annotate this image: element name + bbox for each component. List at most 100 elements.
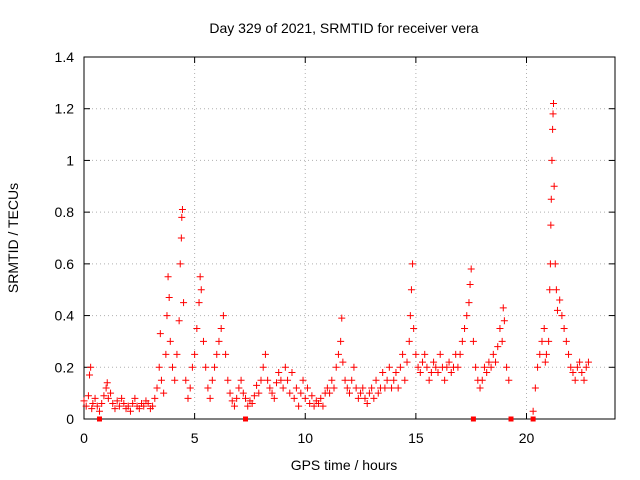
chart-title: Day 329 of 2021, SRMTID for receiver ver… xyxy=(209,20,478,36)
data-point xyxy=(255,389,263,397)
data-point xyxy=(551,260,559,268)
data-point xyxy=(416,368,424,376)
data-point xyxy=(338,314,346,322)
data-point xyxy=(531,384,539,392)
data-point xyxy=(151,394,159,402)
data-point xyxy=(423,363,431,371)
data-point xyxy=(120,399,128,407)
data-point xyxy=(529,407,537,415)
data-point xyxy=(410,325,418,332)
data-point xyxy=(354,394,362,402)
data-point xyxy=(503,363,511,371)
data-point xyxy=(288,368,296,376)
data-point xyxy=(272,379,280,387)
data-point xyxy=(176,260,184,268)
data-point xyxy=(480,363,488,371)
data-point xyxy=(102,384,110,392)
data-point xyxy=(425,376,433,384)
data-point xyxy=(160,389,168,397)
data-point xyxy=(155,363,163,371)
data-point xyxy=(332,363,340,371)
data-point xyxy=(552,286,560,294)
data-point xyxy=(361,394,369,402)
data-point xyxy=(310,402,318,410)
data-point xyxy=(542,350,550,358)
data-point xyxy=(536,350,544,358)
data-point xyxy=(549,100,557,108)
data-point xyxy=(569,368,577,376)
data-point xyxy=(308,392,316,400)
data-point xyxy=(500,317,508,325)
data-point xyxy=(494,343,502,351)
data-point xyxy=(191,350,199,358)
data-point xyxy=(348,376,356,384)
data-point xyxy=(538,337,546,345)
data-point xyxy=(549,110,557,118)
data-point xyxy=(498,337,506,345)
data-point xyxy=(385,363,393,371)
data-point xyxy=(115,402,123,410)
data-point xyxy=(394,384,402,392)
data-point xyxy=(403,358,411,366)
gap-marker xyxy=(96,416,102,422)
data-point xyxy=(165,293,173,301)
data-point xyxy=(427,368,435,376)
data-point xyxy=(562,337,570,345)
data-point xyxy=(419,358,427,366)
data-point xyxy=(357,389,365,397)
data-point xyxy=(483,368,491,376)
data-point xyxy=(548,156,556,164)
data-point xyxy=(259,363,267,371)
axis-ticks: 0 0.2 0.4 0.6 0.8 1 1.2 1.4 0 5 10 15 20 xyxy=(55,49,615,446)
data-point xyxy=(399,350,407,358)
data-point xyxy=(487,363,495,371)
data-point xyxy=(197,286,205,294)
data-point xyxy=(266,384,274,392)
data-point xyxy=(547,221,555,229)
data-point xyxy=(171,376,179,384)
data-point xyxy=(443,363,451,371)
data-point xyxy=(467,265,475,273)
data-point xyxy=(84,392,92,400)
data-point xyxy=(275,368,283,376)
data-point xyxy=(432,363,440,371)
data-point xyxy=(412,350,420,358)
data-point xyxy=(421,350,429,358)
data-point xyxy=(157,376,165,384)
data-point xyxy=(546,286,554,294)
y-tick-label: 1 xyxy=(66,152,74,168)
data-point xyxy=(396,363,404,371)
data-point xyxy=(447,368,455,376)
data-point xyxy=(368,384,376,392)
data-point xyxy=(299,376,307,384)
data-point xyxy=(445,358,453,366)
x-tick-label: 15 xyxy=(408,430,424,446)
data-point xyxy=(230,402,238,410)
data-point xyxy=(135,405,143,413)
data-point xyxy=(328,376,336,384)
data-point xyxy=(560,325,568,332)
data-point xyxy=(182,376,190,384)
data-point xyxy=(228,397,236,405)
data-point xyxy=(129,399,137,407)
data-point xyxy=(553,306,561,314)
data-point xyxy=(292,384,300,392)
data-point xyxy=(469,337,477,345)
data-point xyxy=(476,384,484,392)
data-point xyxy=(441,376,449,384)
data-point xyxy=(556,296,564,304)
data-point xyxy=(407,286,415,294)
data-point xyxy=(558,312,566,320)
y-tick-label: 0 xyxy=(66,411,74,427)
data-point xyxy=(242,394,250,402)
data-point xyxy=(343,384,351,392)
gap-marker xyxy=(530,416,536,422)
data-point xyxy=(489,350,497,358)
data-point xyxy=(239,389,247,397)
data-point xyxy=(124,402,132,410)
data-point xyxy=(571,376,579,384)
data-point xyxy=(270,394,278,402)
data-point xyxy=(578,368,586,376)
gap-marker xyxy=(243,416,249,422)
data-point xyxy=(104,394,112,402)
